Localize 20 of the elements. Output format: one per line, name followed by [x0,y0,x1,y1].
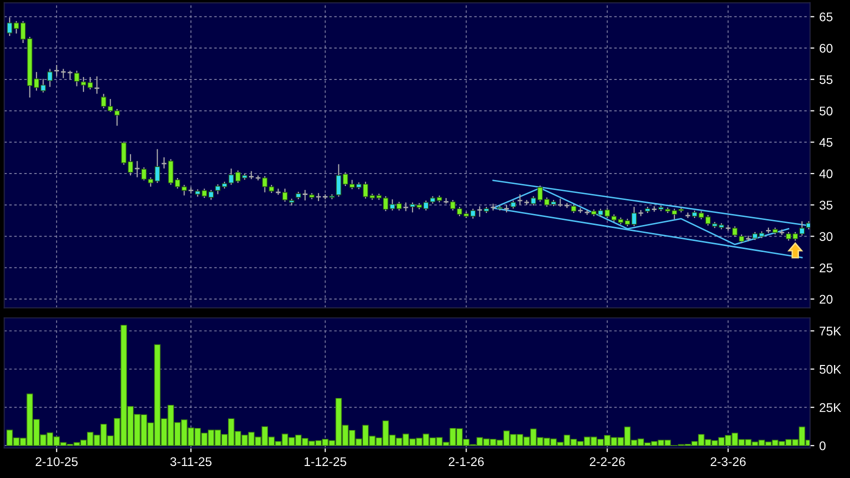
x-tick-label: 3-11-25 [170,457,212,466]
x-tick-label: 2-2-26 [590,457,625,466]
y-tick-label: 75K [820,326,842,336]
x-tick-label: 2-3-26 [710,457,746,466]
y-tick-label: 40 [819,169,832,178]
x-tick-label: 2-10-25 [36,457,78,466]
y-tick-label: 60 [820,44,832,53]
y-tick-label: 65 [820,12,832,22]
y-tick-label: 35 [820,200,832,210]
y-tick-label: 20 [820,294,832,304]
y-tick-label: 0 [820,441,826,450]
y-tick-label: 55 [820,75,832,84]
y-tick-label: 45 [819,138,832,147]
y-tick-label: 50K [820,364,842,374]
x-tick-label: 2-1-26 [448,457,484,466]
y-tick-label: 30 [820,232,832,241]
x-tick-label: 1-12-25 [304,457,346,466]
y-tick-label: 25K [820,403,842,412]
y-tick-label: 25 [820,263,832,272]
y-tick-label: 50 [820,106,832,116]
